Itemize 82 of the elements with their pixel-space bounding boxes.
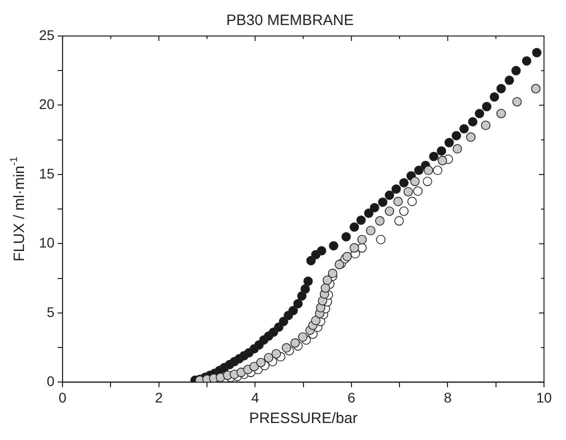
point: [278, 316, 288, 326]
point: [350, 243, 360, 253]
point: [376, 234, 386, 244]
point: [297, 291, 307, 301]
point: [474, 108, 484, 118]
point: [496, 84, 506, 94]
point: [393, 196, 403, 206]
point: [432, 166, 442, 176]
y-tick-label: 0: [46, 373, 55, 390]
y-tick-label: 5: [46, 304, 55, 320]
point: [404, 187, 413, 196]
point: [350, 222, 360, 232]
point: [482, 102, 492, 112]
point: [306, 256, 316, 266]
point: [249, 362, 259, 372]
point: [407, 196, 417, 206]
point: [303, 276, 313, 286]
point: [422, 176, 432, 186]
point: [341, 232, 351, 242]
chart-title: PB30 MEMBRANE: [226, 12, 354, 30]
x-tick-label: 10: [536, 389, 552, 406]
point: [288, 306, 298, 316]
y-axis-title: FLUX / ml·min-1: [8, 156, 28, 262]
point: [452, 131, 462, 140]
point: [414, 166, 424, 176]
point: [459, 124, 469, 134]
point: [311, 316, 321, 326]
point: [468, 117, 478, 127]
x-tick-label: 0: [58, 389, 67, 406]
point: [357, 234, 367, 244]
point: [272, 349, 282, 359]
point: [504, 76, 514, 86]
x-tick-label: 4: [251, 389, 260, 406]
point: [424, 166, 434, 176]
point: [394, 216, 404, 226]
point: [364, 208, 374, 218]
x-axis-title: PRESSURE/bar: [249, 410, 358, 428]
point: [375, 216, 385, 226]
point: [444, 138, 454, 148]
point: [256, 358, 266, 368]
point: [366, 226, 376, 236]
point: [429, 152, 438, 162]
point: [328, 268, 338, 278]
point: [356, 215, 366, 225]
point: [481, 120, 490, 130]
point: [384, 206, 394, 216]
x-tick-label: 8: [444, 389, 452, 406]
point: [320, 283, 330, 293]
point: [370, 203, 380, 212]
point: [466, 132, 476, 142]
point: [511, 66, 521, 76]
point: [438, 156, 448, 166]
point: [531, 84, 541, 94]
point: [378, 197, 388, 207]
point: [496, 108, 506, 118]
point: [410, 176, 420, 186]
point: [282, 343, 292, 353]
y-tick-label: 15: [38, 165, 55, 182]
point: [512, 97, 522, 106]
point: [290, 338, 300, 348]
point: [300, 284, 310, 294]
point: [264, 352, 274, 362]
point: [322, 275, 332, 285]
point: [316, 246, 326, 256]
y-tick-label: 25: [38, 26, 55, 43]
y-tick-label: 10: [38, 234, 55, 251]
point: [328, 241, 338, 250]
point: [384, 190, 394, 200]
point: [532, 48, 542, 58]
point: [490, 92, 500, 102]
x-tick-label: 2: [154, 389, 163, 406]
point: [399, 178, 409, 188]
point: [399, 206, 409, 216]
point: [293, 298, 303, 308]
point: [298, 332, 308, 342]
point: [392, 184, 401, 194]
point: [413, 186, 423, 196]
y-tick-label: 20: [38, 96, 55, 112]
point: [452, 144, 462, 154]
point: [436, 146, 446, 156]
x-tick-label: 6: [348, 389, 356, 406]
point: [522, 56, 532, 66]
